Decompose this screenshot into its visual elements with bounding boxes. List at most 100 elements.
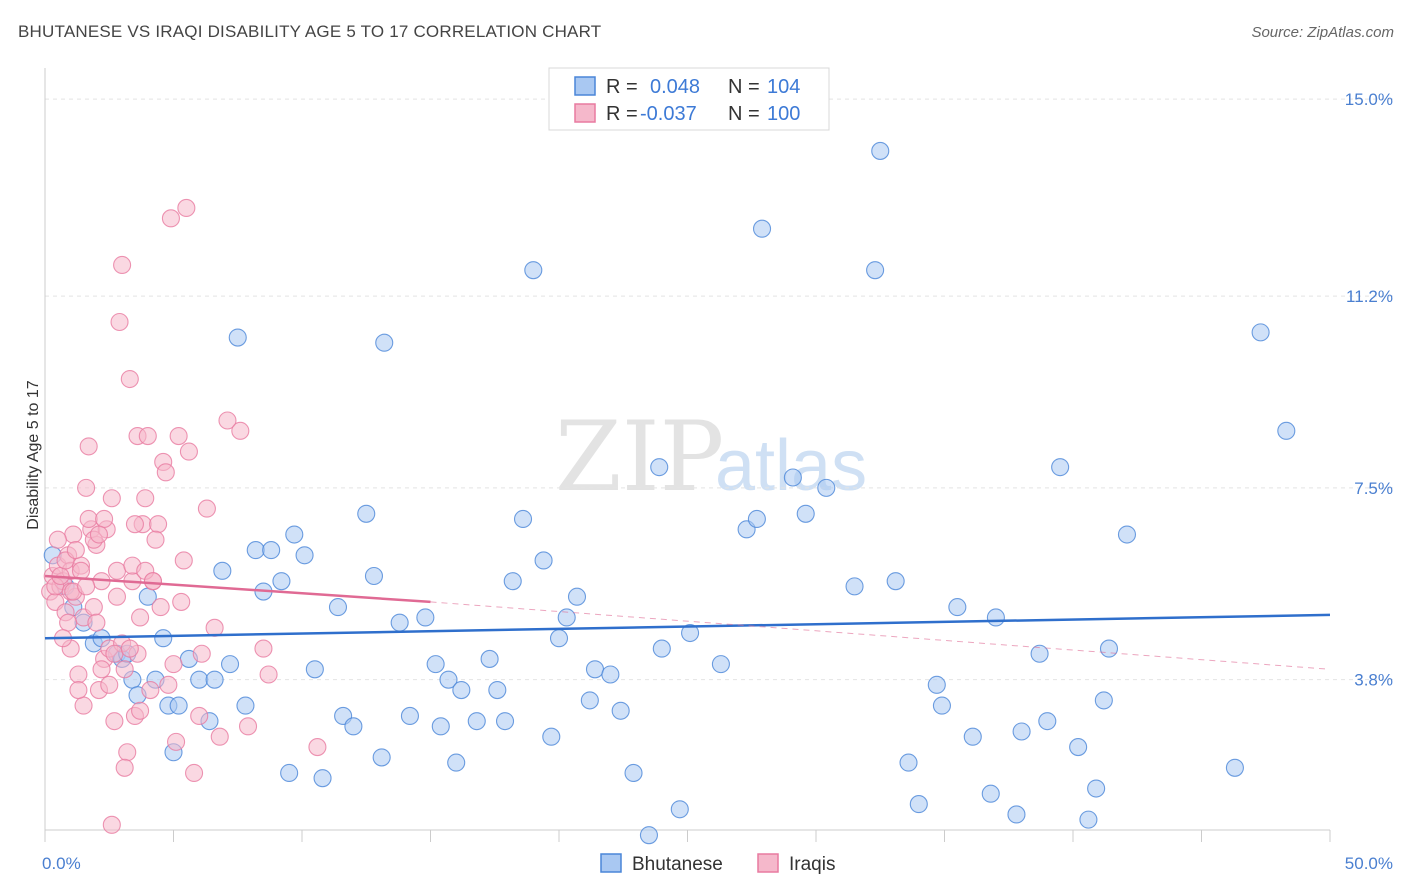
point-iraqis	[138, 426, 157, 446]
point-iraqis	[102, 489, 121, 508]
watermark-zip: ZIP	[555, 401, 724, 513]
point-iraqis	[105, 712, 124, 731]
legend-bottom: Bhutanese Iraqis	[600, 853, 835, 875]
point-bhutanese	[1225, 758, 1244, 777]
point-iraqis	[210, 727, 229, 746]
y-tick-label: 11.2%	[1346, 287, 1393, 306]
point-bhutanese	[542, 727, 561, 746]
point-iraqis	[79, 437, 98, 456]
point-iraqis	[107, 561, 127, 580]
point-iraqis	[74, 696, 93, 715]
x-tick-label-min: 0.0%	[42, 854, 81, 873]
point-iraqis	[190, 706, 209, 726]
point-bhutanese	[357, 504, 376, 523]
trend-lines	[44, 574, 1331, 670]
point-bhutanese	[796, 504, 815, 523]
point-bhutanese	[1030, 644, 1049, 663]
point-iraqis	[125, 515, 144, 534]
point-bhutanese	[1099, 639, 1119, 658]
point-bhutanese	[1012, 722, 1031, 741]
point-iraqis	[149, 515, 168, 534]
point-bhutanese	[344, 717, 363, 736]
point-iraqis	[308, 738, 327, 757]
point-bhutanese	[963, 727, 982, 746]
legend-bottom-label-bhutanese: Bhutanese	[632, 854, 723, 875]
point-iraqis	[120, 639, 139, 658]
point-iraqis	[110, 312, 129, 332]
point-iraqis	[238, 717, 258, 736]
y-tick-label: 15.0%	[1345, 90, 1393, 109]
point-bhutanese	[932, 696, 951, 715]
point-bhutanese	[169, 696, 188, 715]
point-iraqis	[95, 509, 114, 529]
point-iraqis	[151, 598, 170, 617]
point-bhutanese	[670, 800, 689, 819]
legend-bottom-swatch-bhutanese	[600, 853, 622, 873]
point-iraqis	[197, 499, 216, 518]
point-bhutanese	[262, 541, 281, 560]
point-bhutanese	[871, 141, 890, 160]
point-iraqis	[146, 530, 165, 549]
point-iraqis	[66, 541, 85, 560]
point-bhutanese	[948, 598, 967, 617]
point-bhutanese	[503, 572, 522, 591]
point-bhutanese	[1038, 712, 1057, 731]
point-bhutanese	[375, 333, 394, 352]
point-iraqis	[169, 426, 188, 446]
point-iraqis	[69, 680, 88, 700]
point-iraqis	[164, 655, 183, 674]
point-bhutanese	[400, 706, 419, 726]
point-bhutanese	[467, 712, 486, 731]
legend-r-value-2: -0.037	[640, 103, 697, 125]
legend-n-label-1: N =	[728, 76, 760, 98]
point-iraqis	[105, 644, 124, 663]
point-bhutanese	[1069, 738, 1088, 757]
trend-line-bhutanese	[44, 613, 1331, 640]
point-bhutanese	[1087, 779, 1106, 798]
point-bhutanese	[1051, 458, 1070, 477]
point-bhutanese	[601, 665, 620, 684]
point-bhutanese	[431, 717, 450, 736]
point-bhutanese	[313, 769, 332, 788]
point-iraqis	[156, 463, 175, 482]
point-bhutanese	[580, 691, 599, 710]
point-bhutanese	[650, 458, 669, 477]
point-bhutanese	[285, 525, 304, 544]
point-bhutanese	[817, 478, 836, 497]
y-tick-label: 7.5%	[1354, 479, 1393, 498]
point-bhutanese	[899, 753, 918, 772]
point-bhutanese	[513, 509, 533, 529]
point-bhutanese	[886, 572, 905, 591]
watermark-atlas: atlas	[715, 426, 867, 506]
point-bhutanese	[1079, 810, 1098, 829]
point-bhutanese	[611, 701, 630, 720]
point-bhutanese	[452, 680, 471, 700]
point-iraqis	[64, 525, 83, 544]
point-bhutanese	[190, 670, 209, 689]
point-bhutanese	[364, 566, 384, 586]
point-iraqis	[218, 411, 237, 430]
point-iraqis	[100, 675, 119, 694]
legend-bottom-swatch-iraqis	[757, 853, 779, 873]
point-bhutanese	[524, 261, 543, 280]
point-iraqis	[79, 509, 98, 529]
point-bhutanese	[439, 670, 458, 689]
point-iraqis	[48, 530, 67, 549]
point-bhutanese	[927, 675, 946, 694]
legend-n-value-1: 104	[767, 76, 800, 98]
legend-n-value-2: 100	[767, 103, 800, 125]
point-bhutanese	[652, 639, 671, 658]
point-iraqis	[115, 660, 134, 679]
point-iraqis	[92, 660, 111, 679]
point-bhutanese	[228, 328, 247, 347]
point-bhutanese	[624, 763, 643, 783]
chart-title: BHUTANESE VS IRAQI DISABILITY AGE 5 TO 1…	[18, 22, 602, 41]
point-iraqis	[172, 592, 191, 611]
axes	[44, 68, 1331, 842]
point-bhutanese	[783, 468, 802, 487]
trend-line-iraqis	[44, 574, 431, 604]
point-bhutanese	[1117, 525, 1137, 544]
point-bhutanese	[416, 608, 435, 627]
point-iraqis	[179, 442, 198, 461]
point-bhutanese	[154, 629, 173, 648]
